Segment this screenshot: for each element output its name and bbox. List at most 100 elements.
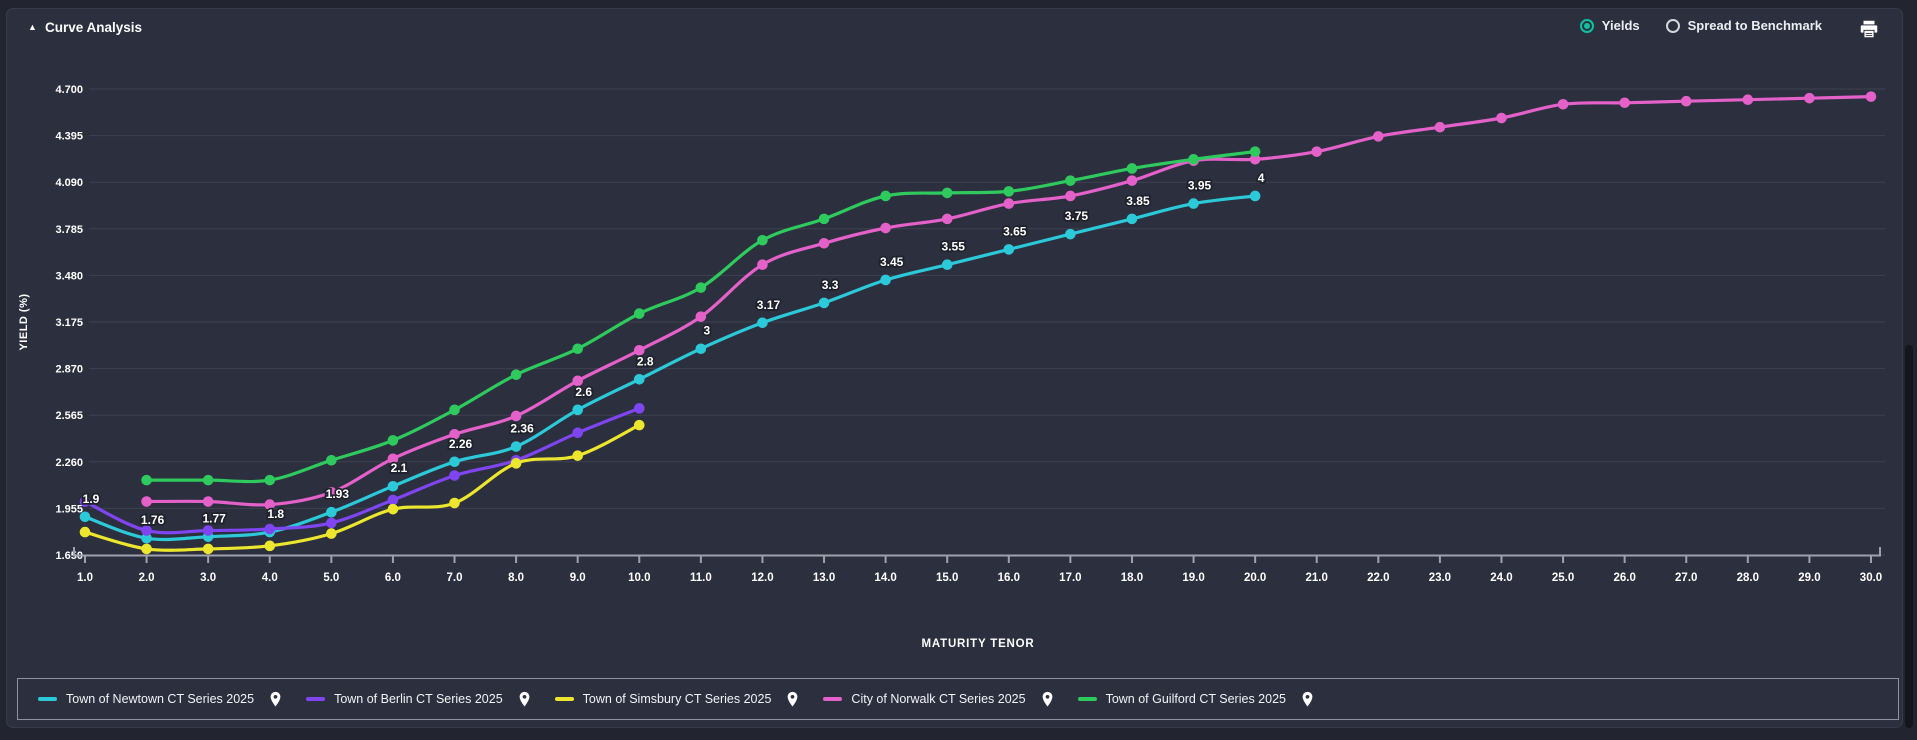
data-point[interactable]: [202, 543, 214, 555]
data-point[interactable]: [387, 503, 399, 515]
data-point[interactable]: [941, 259, 953, 271]
data-point[interactable]: [1742, 94, 1754, 105]
data-point[interactable]: [510, 458, 522, 469]
data-point[interactable]: [633, 403, 645, 414]
data-point[interactable]: [1557, 98, 1569, 110]
data-point[interactable]: [326, 487, 337, 498]
data-point[interactable]: [449, 404, 460, 416]
data-point[interactable]: [264, 523, 276, 535]
data-point[interactable]: [757, 234, 768, 246]
data-point[interactable]: [202, 496, 214, 507]
data-point[interactable]: [326, 528, 337, 539]
collapse-triangle-icon[interactable]: ▲: [28, 22, 37, 32]
data-point[interactable]: [633, 344, 645, 356]
data-point[interactable]: [141, 525, 152, 536]
data-point[interactable]: [757, 317, 768, 329]
data-point[interactable]: [79, 511, 91, 523]
data-point[interactable]: [79, 526, 91, 538]
radio-option-yields[interactable]: Yields: [1579, 18, 1640, 33]
data-point[interactable]: [202, 525, 214, 536]
data-point[interactable]: [880, 222, 891, 234]
data-point[interactable]: [79, 496, 91, 507]
data-point[interactable]: [1496, 112, 1507, 124]
data-point[interactable]: [633, 419, 645, 431]
data-point[interactable]: [264, 499, 276, 510]
map-pin-icon[interactable]: [269, 691, 282, 708]
data-point[interactable]: [141, 543, 152, 555]
data-point[interactable]: [1065, 190, 1076, 202]
data-point[interactable]: [1804, 92, 1815, 104]
data-point[interactable]: [1311, 146, 1323, 157]
data-point[interactable]: [941, 187, 953, 199]
data-point[interactable]: [326, 454, 337, 466]
data-point[interactable]: [757, 259, 768, 271]
data-point[interactable]: [1065, 175, 1076, 186]
radio-icon[interactable]: [1579, 18, 1594, 33]
data-point[interactable]: [387, 494, 399, 506]
radio-icon[interactable]: [1665, 18, 1680, 33]
data-point[interactable]: [264, 540, 276, 552]
data-point[interactable]: [1249, 146, 1261, 157]
data-point[interactable]: [818, 238, 830, 249]
data-point[interactable]: [1249, 153, 1261, 165]
map-pin-icon[interactable]: [1041, 691, 1054, 708]
legend-item-city-of-norwalk-ct-series-2025[interactable]: City of Norwalk CT Series 2025: [823, 691, 1053, 708]
legend-item-town-of-newtown-ct-series-2025[interactable]: Town of Newtown CT Series 2025: [38, 691, 282, 708]
data-point[interactable]: [572, 375, 583, 387]
data-point[interactable]: [572, 427, 583, 439]
data-point[interactable]: [633, 373, 645, 385]
data-point[interactable]: [1003, 186, 1015, 197]
data-point[interactable]: [880, 274, 891, 286]
data-point[interactable]: [1619, 97, 1630, 109]
legend-item-town-of-guilford-ct-series-2025[interactable]: Town of Guilford CT Series 2025: [1077, 691, 1314, 708]
data-point[interactable]: [387, 435, 399, 446]
data-point[interactable]: [510, 410, 522, 422]
print-icon[interactable]: [1858, 18, 1880, 40]
map-pin-icon[interactable]: [1301, 691, 1314, 708]
data-point[interactable]: [1065, 228, 1076, 240]
data-point[interactable]: [449, 497, 460, 509]
data-point[interactable]: [695, 343, 707, 355]
data-point[interactable]: [141, 474, 152, 486]
data-point[interactable]: [326, 517, 337, 529]
data-point[interactable]: [326, 506, 337, 518]
data-point[interactable]: [941, 213, 953, 225]
data-point[interactable]: [1680, 95, 1692, 107]
data-point[interactable]: [264, 474, 276, 486]
data-point[interactable]: [572, 450, 583, 461]
data-point[interactable]: [1003, 244, 1015, 255]
data-point[interactable]: [1126, 163, 1138, 174]
data-point[interactable]: [1188, 153, 1199, 165]
data-point[interactable]: [1249, 190, 1261, 202]
data-point[interactable]: [141, 532, 152, 544]
data-point[interactable]: [449, 470, 460, 481]
data-point[interactable]: [1126, 213, 1138, 225]
data-point[interactable]: [572, 343, 583, 355]
data-point[interactable]: [1003, 198, 1015, 209]
legend-item-town-of-berlin-ct-series-2025[interactable]: Town of Berlin CT Series 2025: [306, 691, 531, 708]
data-point[interactable]: [633, 308, 645, 319]
data-point[interactable]: [449, 456, 460, 468]
data-point[interactable]: [387, 480, 399, 492]
data-point[interactable]: [818, 213, 830, 225]
data-point[interactable]: [202, 474, 214, 486]
data-point[interactable]: [510, 441, 522, 452]
map-pin-icon[interactable]: [518, 691, 531, 708]
data-point[interactable]: [1434, 121, 1446, 133]
map-pin-icon[interactable]: [786, 691, 799, 708]
legend-item-town-of-simsbury-ct-series-2025[interactable]: Town of Simsbury CT Series 2025: [554, 691, 800, 708]
data-point[interactable]: [1865, 91, 1877, 102]
vertical-scrollbar[interactable]: [1905, 345, 1913, 728]
data-point[interactable]: [818, 297, 830, 309]
data-point[interactable]: [141, 496, 152, 507]
data-point[interactable]: [880, 190, 891, 202]
data-point[interactable]: [1126, 175, 1138, 186]
radio-option-spread-to-benchmark[interactable]: Spread to Benchmark: [1665, 18, 1822, 33]
data-point[interactable]: [1373, 131, 1384, 142]
data-point[interactable]: [510, 369, 522, 381]
data-point[interactable]: [695, 311, 707, 322]
data-point[interactable]: [387, 453, 399, 465]
data-point[interactable]: [449, 428, 460, 440]
data-point[interactable]: [1188, 198, 1199, 209]
data-point[interactable]: [695, 282, 707, 293]
